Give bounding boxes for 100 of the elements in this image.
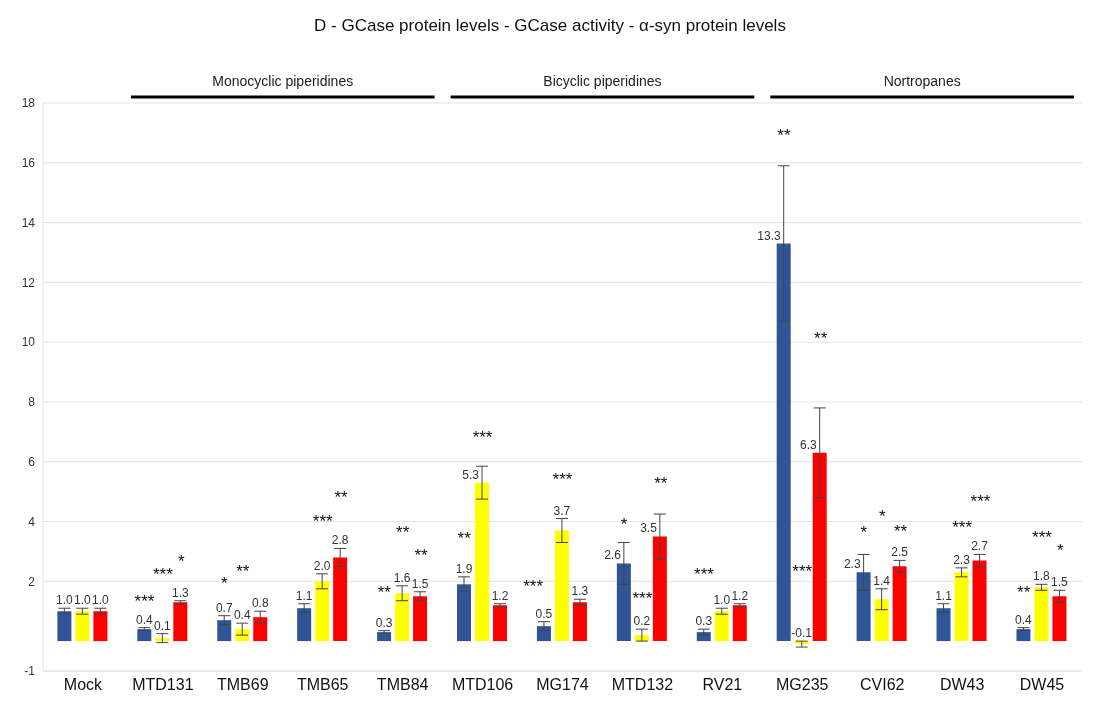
data-label: 1.0: [713, 593, 731, 608]
bar: [936, 608, 951, 642]
annotation: **: [1017, 583, 1031, 603]
x-tick-label: MTD132: [611, 676, 674, 694]
bar: [457, 584, 471, 642]
annotation: **: [777, 125, 791, 145]
data-label: 2.0: [313, 558, 331, 573]
data-label: 1.4: [873, 573, 891, 588]
data-label: 2.3: [843, 557, 861, 572]
x-tick-label: MTD106: [451, 676, 514, 694]
x-tick-label: TMB69: [217, 676, 269, 694]
data-label: 1.1: [295, 588, 313, 603]
data-label: 0.4: [135, 612, 153, 627]
data-label: 1.2: [731, 588, 749, 603]
x-tick-label: RV21: [702, 676, 743, 694]
bar: [536, 626, 551, 642]
annotation: ***: [152, 565, 174, 585]
bar: [75, 611, 90, 642]
x-tick-label: Mock: [63, 676, 104, 694]
data-label: 1.1: [935, 588, 953, 603]
bar: [155, 638, 170, 642]
bar: [652, 536, 667, 642]
x-tick-label: MTD131: [132, 676, 194, 694]
data-label: 0.1: [153, 618, 171, 633]
bar: [1034, 587, 1049, 642]
data-label: 1.5: [1051, 575, 1069, 590]
data-label: 1.0: [56, 593, 74, 608]
x-tick-label: MG174: [536, 676, 589, 694]
y-tick-label: -1: [24, 664, 36, 679]
bar: [173, 602, 188, 642]
data-label: 1.0: [92, 593, 110, 608]
bar: [297, 608, 312, 642]
chart-title: D - GCase protein levels - GCase activity - α-syn protein levels: [313, 16, 787, 36]
annotation: **: [396, 523, 410, 543]
text: Bicyclic piperidines: [543, 73, 662, 89]
data-label: 0.5: [535, 606, 553, 621]
annotation: ***: [523, 577, 544, 597]
y-tick-label: 8: [28, 395, 36, 410]
y-tick-label: 14: [21, 215, 36, 230]
annotation: **: [334, 487, 349, 507]
annotation: *: [878, 507, 886, 527]
bar: [315, 581, 330, 642]
text: Nortropanes: [883, 73, 961, 89]
data-label: 3.7: [553, 503, 571, 518]
data-label: 0.7: [215, 600, 233, 615]
data-label: 2.3: [953, 552, 971, 567]
bar: [714, 611, 729, 642]
data-label: 1.3: [171, 585, 189, 600]
data-label: 1.6: [393, 570, 411, 585]
annotation: **: [654, 474, 668, 494]
bar: [217, 620, 232, 642]
bar: [93, 611, 108, 642]
data-label: 0.3: [375, 615, 393, 630]
annotation: **: [814, 329, 828, 349]
annotation: ***: [694, 565, 715, 585]
annotation: ***: [552, 469, 573, 489]
annotation: ***: [1032, 527, 1053, 547]
bar: [413, 596, 428, 642]
bar: [475, 482, 489, 642]
y-tick-label: 12: [21, 275, 36, 290]
bar: [776, 243, 791, 642]
bar: [812, 452, 827, 642]
annotation: ***: [632, 589, 653, 609]
x-tick-label: TMB65: [296, 676, 349, 694]
x-tick-label: DW43: [939, 676, 985, 694]
bar: [57, 611, 72, 642]
data-label: 0.2: [633, 614, 651, 629]
x-tick-label: MG235: [776, 676, 829, 694]
annotation: ***: [970, 492, 991, 512]
data-label: 1.8: [1033, 569, 1051, 584]
annotation: **: [377, 583, 392, 603]
data-label: 1.5: [411, 576, 429, 591]
y-tick-label: 16: [21, 156, 36, 171]
annotation: **: [414, 545, 429, 565]
y-tick-label: 4: [28, 514, 36, 529]
annotation: **: [893, 522, 908, 541]
data-label: 3.5: [640, 521, 658, 536]
data-label: 13.3: [757, 228, 782, 243]
data-label: 1.2: [491, 588, 509, 603]
y-tick-label: 10: [21, 335, 36, 350]
x-tick-label: DW45: [1019, 676, 1065, 694]
bar: [1052, 596, 1067, 642]
bar: [572, 602, 587, 642]
data-label: 2.5: [891, 545, 909, 560]
data-label: 0.8: [251, 596, 269, 611]
bar: [253, 617, 268, 642]
y-tick-label: 6: [28, 455, 36, 469]
annotation: **: [236, 562, 250, 582]
bar: [616, 563, 631, 642]
annotation: *: [177, 551, 185, 571]
annotation: ***: [472, 427, 493, 447]
x-tick-label: CVI62: [859, 676, 905, 694]
text: Monocyclic piperidines: [212, 73, 354, 89]
data-label: 0.4: [233, 608, 251, 623]
bar: [1016, 629, 1031, 642]
x-tick-label: TMB84: [376, 676, 429, 694]
data-label: 0.4: [1015, 612, 1033, 627]
data-label: 0.3: [695, 614, 713, 629]
bar: [333, 557, 348, 642]
bar: [493, 605, 507, 642]
